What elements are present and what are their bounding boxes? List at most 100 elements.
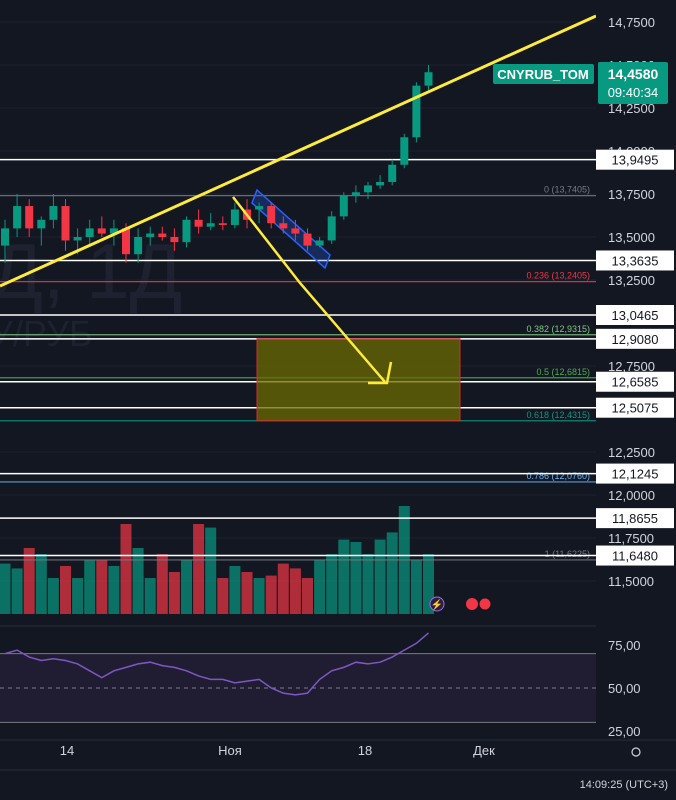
candle-body: [327, 216, 336, 241]
candle-body: [255, 206, 264, 210]
volume-bar: [277, 563, 289, 614]
candle-body: [303, 233, 312, 246]
clock[interactable]: 14:09:25 (UTC+3): [580, 779, 668, 791]
volume-bar: [0, 563, 11, 614]
candle-body: [97, 228, 106, 234]
level-label: 13,0465: [612, 308, 659, 323]
price-tick: 11,5000: [608, 574, 654, 589]
level-label-box: [596, 545, 674, 566]
volume-bar: [11, 568, 23, 614]
volume-bar: [144, 578, 156, 614]
volume-bar: [132, 548, 144, 614]
volume-bar: [410, 560, 422, 614]
volume-bar: [386, 532, 398, 614]
time-label-18: 18: [358, 743, 372, 758]
price-tick: 13,2500: [608, 273, 655, 288]
symbol-badge[interactable]: [493, 64, 594, 84]
rsi-tick: 50,00: [608, 681, 641, 696]
volume-bar: [253, 578, 265, 614]
volume-bar: [374, 539, 386, 614]
last-price-badge: [598, 62, 668, 104]
volume-bar: [229, 566, 241, 614]
volume-bar: [217, 578, 229, 614]
lightning-icon[interactable]: [429, 596, 445, 612]
time-label-dec: Дек: [473, 743, 495, 758]
candle-body: [1, 228, 9, 246]
candle-body: [25, 206, 34, 229]
projection-arrowhead: [368, 361, 393, 385]
candle-body: [376, 181, 385, 186]
volume-bar: [84, 560, 96, 614]
level-label: 12,5075: [612, 401, 659, 416]
volume-bar: [35, 554, 47, 614]
candle-body: [267, 206, 276, 224]
lightning-glyph: ⚡: [431, 598, 443, 611]
volume-bar: [289, 568, 301, 614]
volume-bar: [350, 542, 362, 614]
settings-eye-icon[interactable]: [631, 747, 641, 757]
volume-bar: [362, 554, 374, 614]
candle-body: [13, 206, 22, 229]
rsi-pane[interactable]: [0, 625, 596, 723]
candle-body: [158, 233, 167, 237]
volume-bar: [23, 548, 35, 614]
volume-bar: [60, 566, 71, 614]
candle-body: [61, 206, 70, 241]
candle-body: [49, 206, 58, 220]
time-label-nov: Ноя: [218, 743, 242, 758]
candle-body: [109, 228, 118, 234]
candle-body: [400, 137, 409, 165]
volume-bar: [241, 572, 253, 614]
volume-bar: [72, 578, 84, 614]
price-tick: 14,7500: [608, 15, 655, 30]
level-price-labels: 13,9495 13,3635 13,0465 12,9080 12,6585 12,50…: [596, 149, 674, 566]
volume-bar: [326, 554, 338, 614]
level-label-box: [596, 397, 674, 418]
price-tick: 11,7500: [608, 531, 654, 546]
event-dot-icon-2[interactable]: [478, 597, 492, 611]
price-tick: 13,7500: [608, 187, 655, 202]
symbol-name: CNYRUB_TOM: [497, 67, 589, 82]
candle-body: [170, 237, 179, 243]
price-tick: 12,0000: [608, 488, 655, 503]
trend-line[interactable]: [0, 14, 597, 288]
volume-bar: [96, 560, 108, 614]
projection-arrow[interactable]: [232, 196, 386, 383]
level-label: 12,1245: [612, 467, 659, 482]
price-axis-ticks: 14,750014,500014,250014,000013,750013,50…: [608, 15, 655, 589]
fib-label: 1 (11,6225): [545, 549, 590, 559]
level-label-box: [596, 250, 674, 271]
rsi-tick: 25,00: [608, 724, 641, 739]
price-tick: 12,2500: [608, 445, 655, 460]
rsi-tick: 75,00: [608, 638, 641, 653]
volume-bar: [193, 524, 205, 614]
candle-body: [37, 219, 46, 229]
volume-bar: [108, 566, 120, 614]
volume-bar: [181, 560, 192, 614]
candle-body: [388, 164, 397, 182]
fib-label: 0.382 (12,9315): [526, 324, 590, 334]
price-axis-background: [596, 0, 676, 740]
event-dot-icon[interactable]: [466, 598, 478, 610]
volume-bar: [265, 575, 277, 614]
last-price: 14,4580: [608, 66, 659, 82]
fib-label: 0.786 (12,0760): [526, 471, 590, 481]
fib-label: 0 (13,7405): [544, 185, 590, 195]
volume-bar: [314, 560, 326, 614]
rsi-axis-ticks: 75,00 50,00 25,00: [608, 638, 641, 739]
candle-body: [73, 237, 82, 241]
candle-body: [122, 228, 130, 255]
volume-bar: [423, 554, 434, 614]
candle-body: [291, 228, 300, 234]
candle-body: [230, 209, 239, 225]
candle-body: [146, 233, 155, 237]
fib-label: 0.618 (12,4315): [526, 410, 590, 420]
candlestick-series: [1, 65, 433, 263]
watermark-interval: Д, 1Д: [0, 227, 182, 315]
volume-bar: [120, 524, 132, 614]
level-label-box: [596, 149, 674, 170]
candle-body: [412, 85, 421, 138]
candle-body: [339, 195, 348, 217]
grid-lines: [0, 21, 596, 582]
